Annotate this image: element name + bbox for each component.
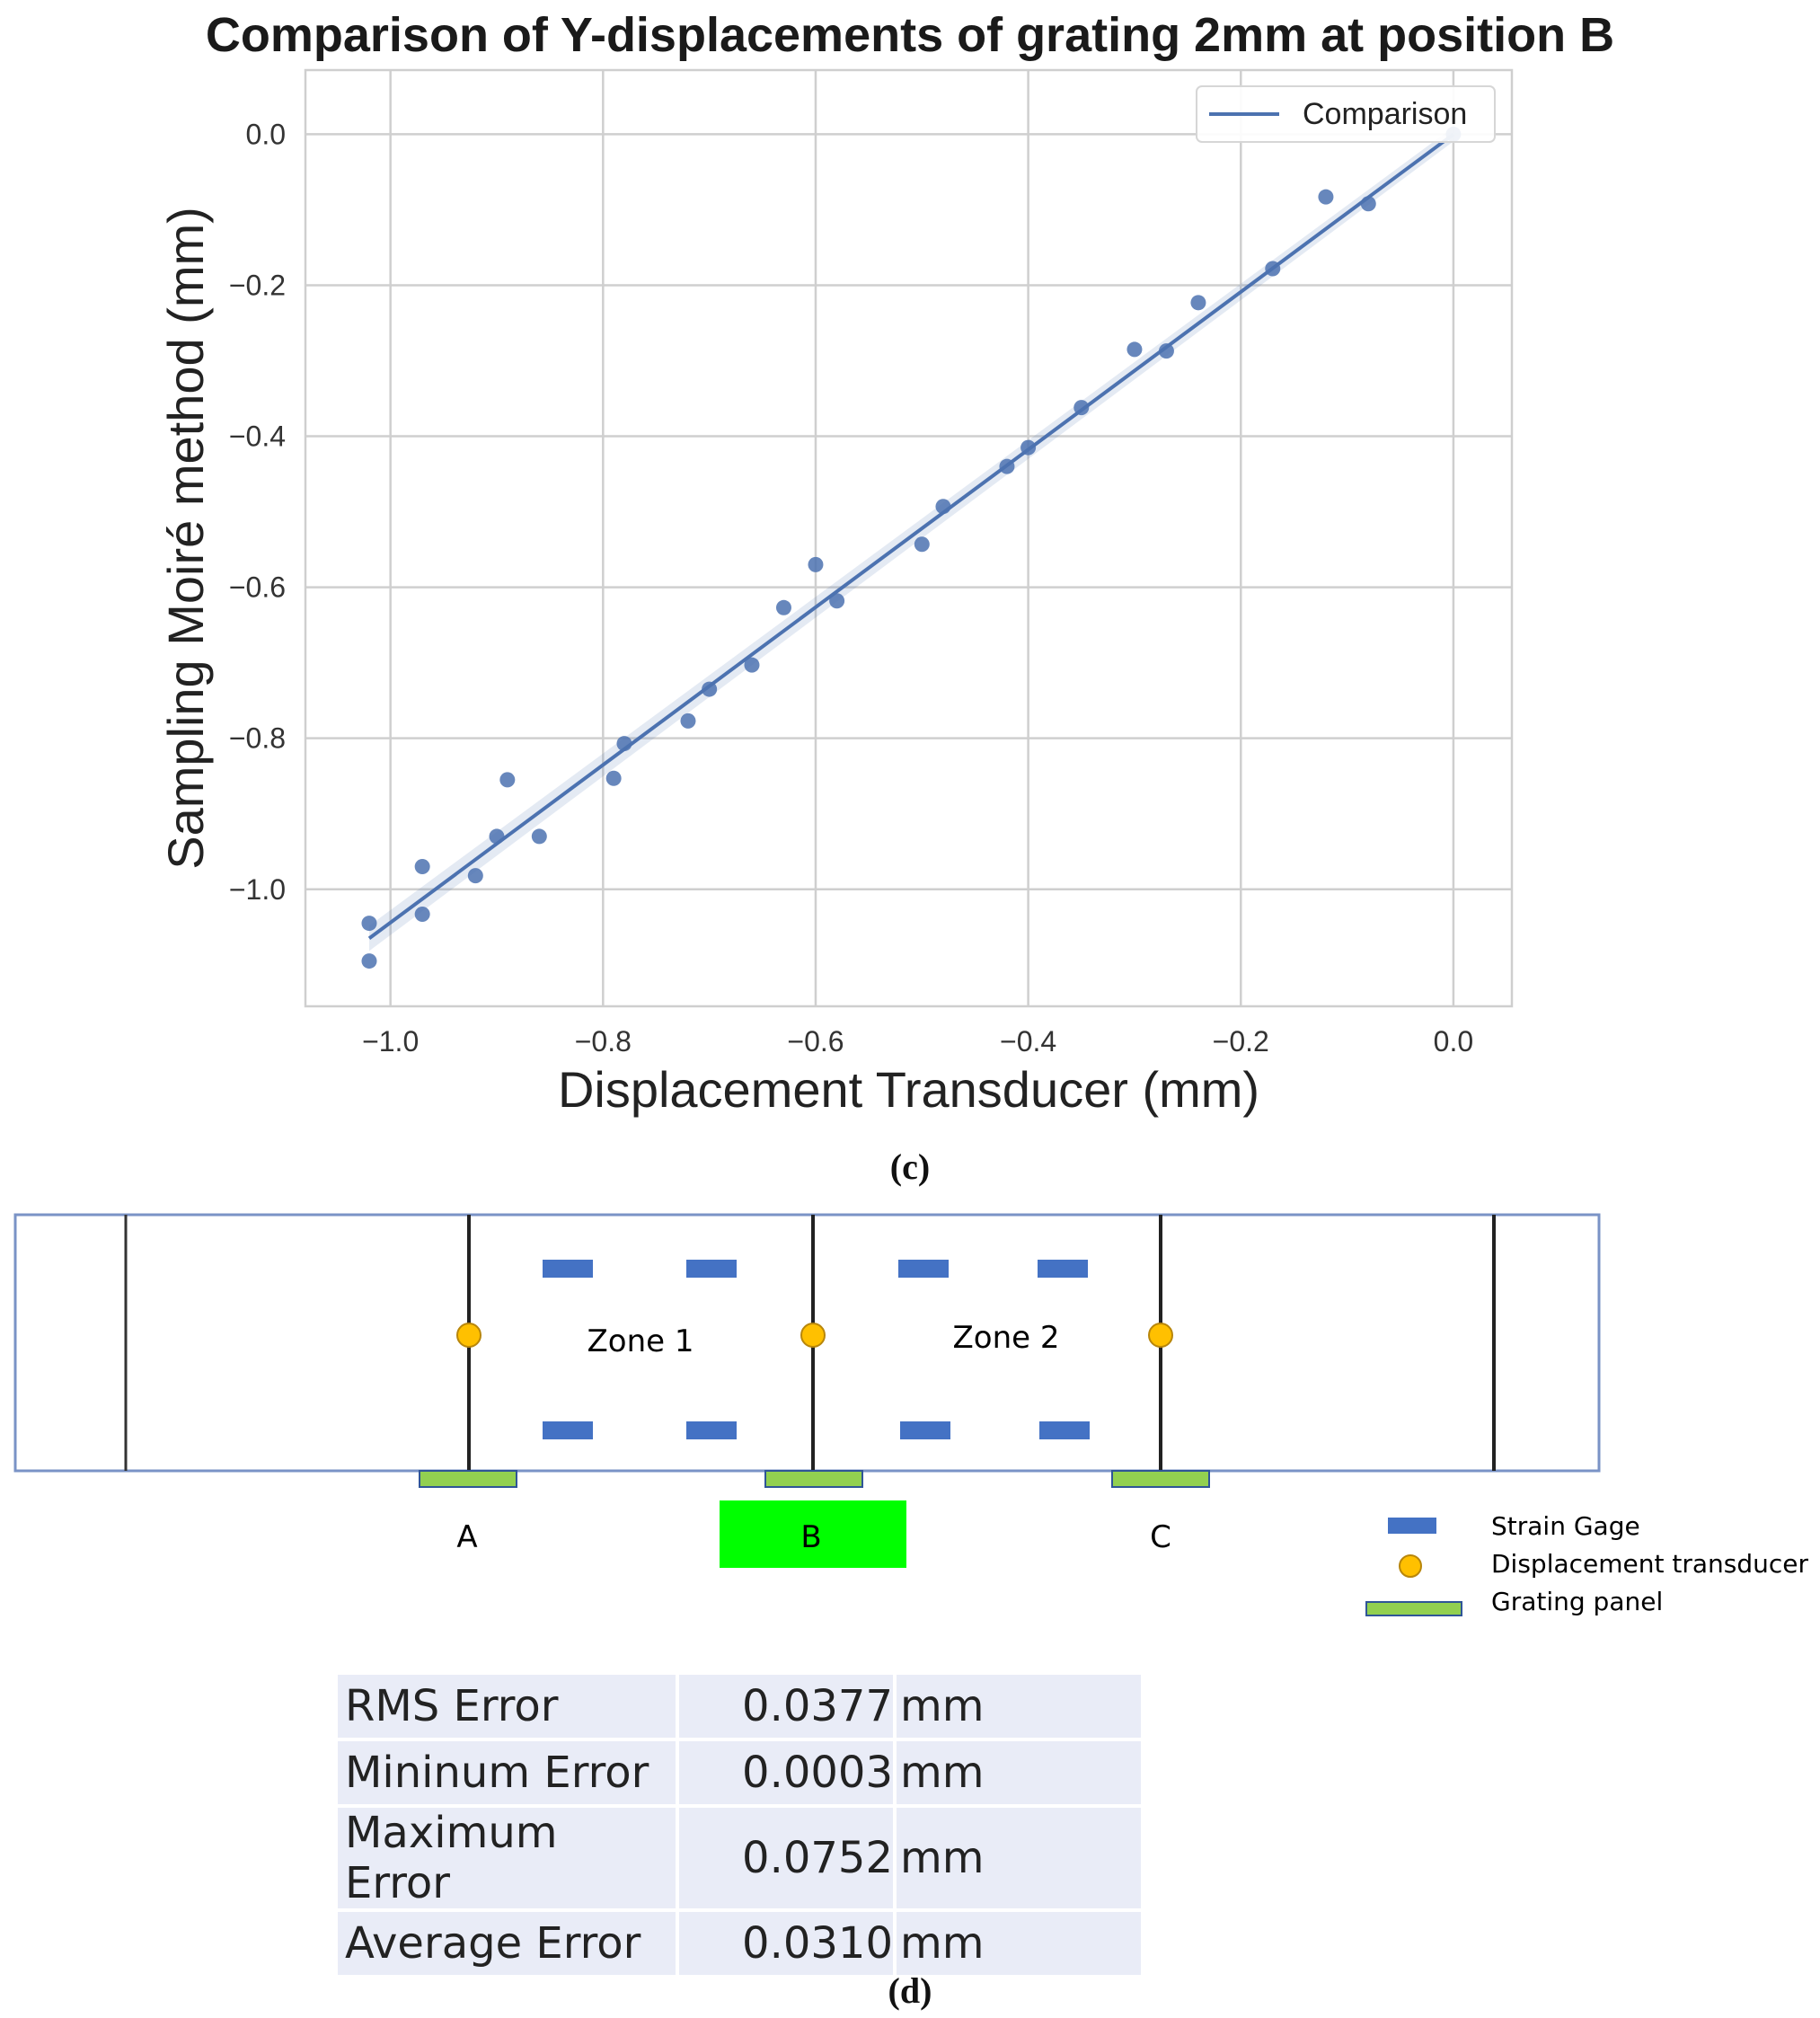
error-name: RMS Error	[338, 1675, 676, 1738]
displacement-transducer	[800, 1323, 826, 1348]
y-tick-label: −0.6	[229, 571, 286, 604]
confidence-band	[368, 127, 1453, 951]
legend-strain-gage-swatch	[1388, 1518, 1436, 1534]
position-b-highlight	[720, 1500, 906, 1568]
data-point	[680, 712, 696, 729]
data-point	[999, 458, 1015, 474]
data-point	[605, 770, 622, 786]
error-unit: mm	[897, 1675, 1141, 1738]
data-point	[744, 657, 760, 673]
strain-gage	[900, 1421, 950, 1439]
error-value: 0.0377	[679, 1675, 893, 1738]
position-c-label: C	[1150, 1519, 1171, 1555]
position-b-label: B	[800, 1519, 821, 1555]
data-point	[361, 916, 377, 932]
legend-box	[1196, 85, 1496, 143]
plot-frame	[304, 68, 1514, 1008]
caption-d: (d)	[888, 1970, 932, 2011]
table-row: RMS Error 0.0377 mm	[338, 1675, 1141, 1738]
strain-gage	[543, 1421, 593, 1439]
error-unit: mm	[897, 1741, 1141, 1804]
y-axis-label: Sampling Moiré method (mm)	[157, 207, 214, 870]
error-name: Maximum Error	[338, 1808, 676, 1908]
data-point	[829, 593, 845, 609]
position-a-label: A	[456, 1519, 477, 1555]
data-point	[1318, 189, 1334, 205]
x-tick-label: −0.4	[1000, 1025, 1056, 1058]
error-name: Mininum Error	[338, 1741, 676, 1804]
strain-gage	[543, 1260, 593, 1278]
data-point	[499, 772, 516, 788]
displacement-transducer	[1148, 1323, 1173, 1348]
x-tick-label: −0.6	[787, 1025, 844, 1058]
data-point	[616, 736, 632, 752]
zone-1-label: Zone 1	[588, 1323, 694, 1359]
data-point	[1360, 196, 1376, 212]
y-tick-label: −0.4	[229, 420, 286, 453]
error-value: 0.0003	[679, 1741, 893, 1804]
table-row: Maximum Error 0.0752 mm	[338, 1808, 1141, 1908]
legend-transducer-label: Displacement transducer	[1491, 1549, 1809, 1579]
grating-panel-b	[764, 1470, 863, 1488]
caption-c: (c)	[889, 1146, 931, 1187]
x-tick-label: 0.0	[1434, 1025, 1473, 1058]
x-tick-label: −0.2	[1213, 1025, 1269, 1058]
strain-gage	[1039, 1421, 1090, 1439]
strain-gage	[1038, 1260, 1088, 1278]
scatter-chart: −1.0 −0.8 −0.6 −0.4 −0.2 0.0 0.0 −0.2 −0.4 −0.6 −0…	[157, 68, 1514, 1118]
data-point	[1073, 400, 1090, 416]
y-tick-label: −0.2	[229, 269, 286, 301]
data-point	[1126, 341, 1143, 358]
error-table: RMS Error 0.0377 mm Mininum Error 0.0003…	[334, 1671, 1144, 1978]
data-point	[1265, 261, 1281, 277]
grating-panel-c	[1111, 1470, 1210, 1488]
y-tick-label: −1.0	[229, 873, 286, 906]
error-name: Average Error	[338, 1912, 676, 1975]
displacement-transducer	[456, 1323, 482, 1348]
error-value: 0.0752	[679, 1808, 893, 1908]
data-point	[361, 953, 377, 969]
table-row: Average Error 0.0310 mm	[338, 1912, 1141, 1975]
legend-grating-label: Grating panel	[1491, 1587, 1663, 1616]
x-tick-label: −1.0	[362, 1025, 419, 1058]
x-tick-label: −0.8	[575, 1025, 632, 1058]
grating-panel-a	[419, 1470, 517, 1488]
data-point	[1158, 343, 1174, 359]
legend-transducer-swatch	[1399, 1554, 1422, 1578]
strain-gage	[686, 1260, 737, 1278]
data-point	[489, 828, 505, 845]
table-row: Mininum Error 0.0003 mm	[338, 1741, 1141, 1804]
error-unit: mm	[897, 1912, 1141, 1975]
zone-2-label: Zone 2	[953, 1320, 1060, 1356]
legend-label: Comparison	[1303, 97, 1467, 131]
data-point	[1020, 439, 1037, 456]
chart-title: Comparison of Y-displacements of grating…	[205, 8, 1615, 62]
legend-grating-swatch	[1365, 1601, 1462, 1616]
data-point	[775, 599, 791, 615]
x-axis-label: Displacement Transducer (mm)	[558, 1061, 1259, 1118]
data-point	[1190, 295, 1206, 311]
strain-gage	[686, 1421, 737, 1439]
beam-diagram: Zone 1 Zone 2 A B C Strain Gage Displace…	[13, 1213, 1809, 1616]
y-tick-label: 0.0	[246, 118, 286, 150]
error-value: 0.0310	[679, 1912, 893, 1975]
y-tick-label: −0.8	[229, 722, 286, 755]
legend-strain-gage-label: Strain Gage	[1491, 1511, 1640, 1541]
data-point	[467, 868, 483, 884]
data-point	[414, 859, 430, 875]
data-point	[414, 906, 430, 922]
error-unit: mm	[897, 1808, 1141, 1908]
data-point	[702, 681, 718, 697]
data-point	[935, 499, 951, 515]
data-point	[808, 556, 824, 572]
data-point	[531, 828, 547, 845]
strain-gage	[898, 1260, 949, 1278]
regression-line	[367, 132, 1455, 940]
data-point	[914, 536, 930, 553]
